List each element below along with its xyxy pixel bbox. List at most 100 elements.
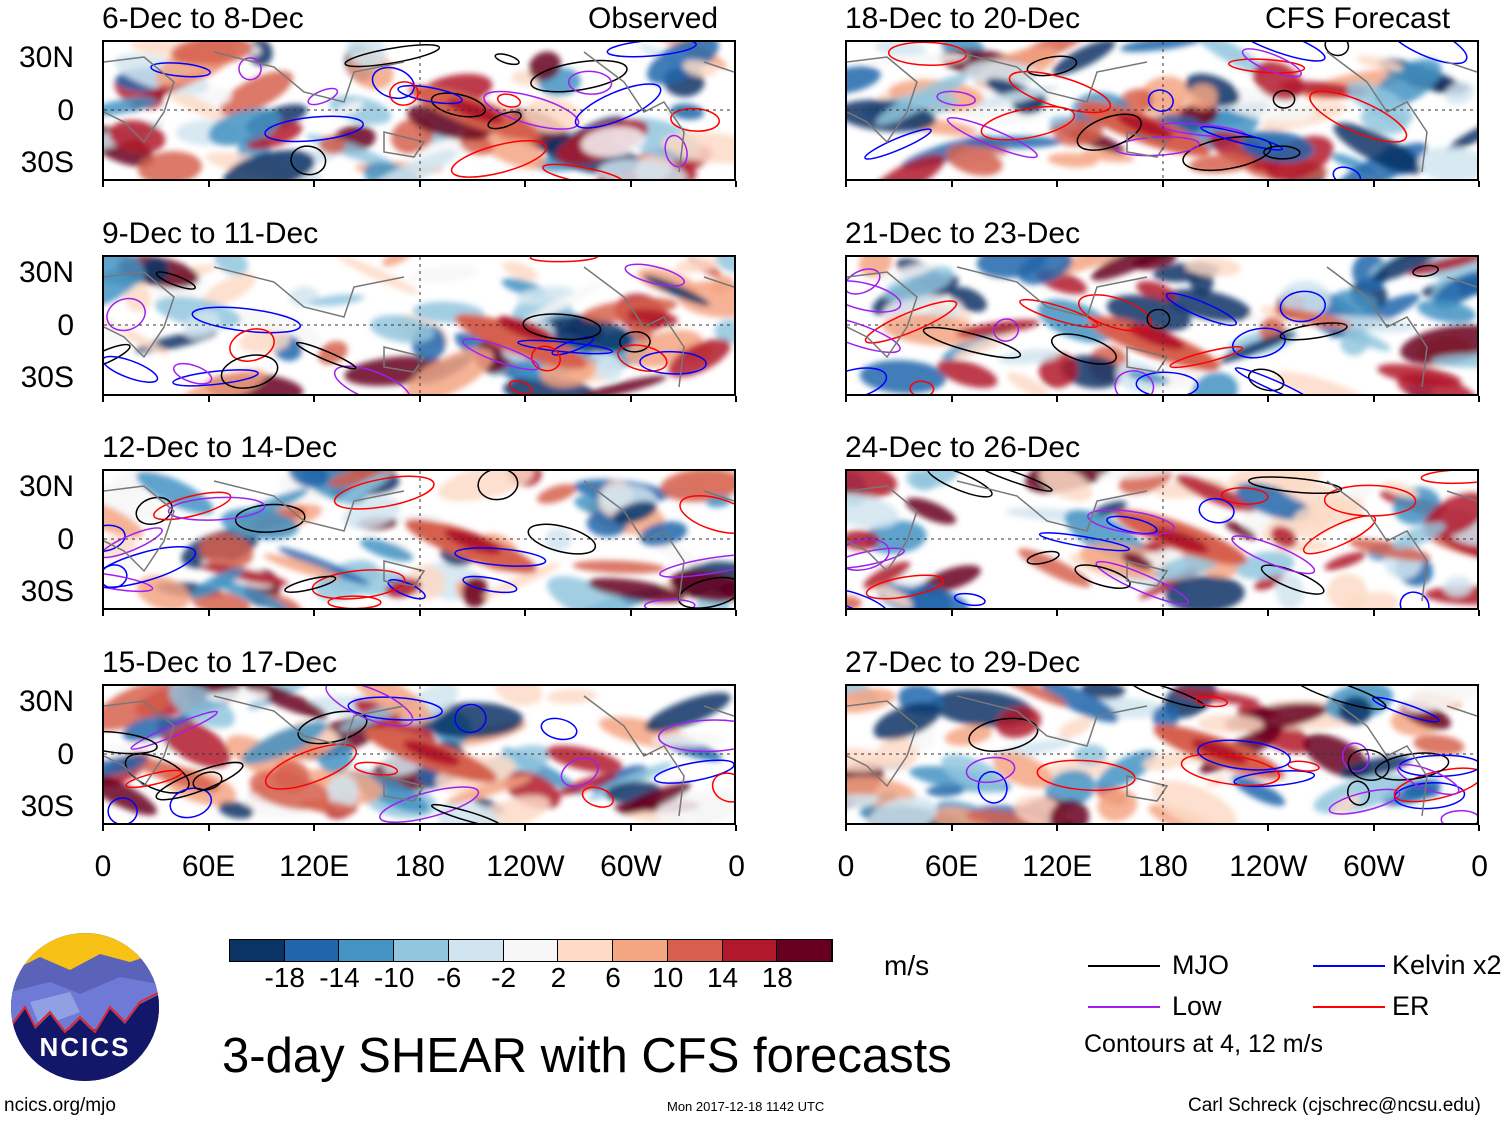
legend-low-label: Low [1172,991,1222,1021]
map-panel-left-4 [102,684,736,825]
coastlines [104,51,734,173]
lon-tick [524,396,526,402]
lon-tick [1267,181,1269,187]
lon-tick [1372,610,1375,616]
lon-tick [313,181,315,187]
lon-tick [1161,610,1164,616]
lon-tick [950,825,953,831]
lon-tick [207,825,210,831]
lon-tick [207,610,210,616]
colorbar-label: 18 [761,962,793,993]
lon-tick [950,610,953,616]
panel-title: 21-Dec to 23-Dec [845,217,1081,250]
lat-label: 0 [57,309,74,342]
lat-label: 30S [20,790,74,823]
map-panel-left-3 [102,469,736,610]
map-panel-right-1 [845,40,1479,181]
lon-tick [845,610,847,616]
coastlines [104,266,734,388]
colorbar-frame [229,939,833,962]
wave-contours [847,471,1477,608]
footer-url[interactable]: ncics.org/mjo [4,1095,116,1116]
map-panel-right-4 [845,684,1479,825]
map-panel-right-2 [845,255,1479,396]
panel-title: 27-Dec to 29-Dec [845,646,1081,679]
coastlines [847,51,1477,173]
lon-tick [1372,825,1375,831]
lon-tick [102,396,104,402]
lon-tick [207,396,210,402]
lon-tick [1056,396,1058,402]
lon-tick [845,396,847,402]
coastlines [847,695,1477,817]
lon-tick [102,181,104,187]
lat-label: 30S [20,146,74,179]
colorbar-swatch [284,940,340,961]
colorbar-units: m/s [884,950,930,981]
lon-tick [418,396,421,402]
lon-tick [102,610,104,616]
lon-tick [102,825,104,831]
lon-tick [1161,396,1164,402]
lon-tick [1161,181,1164,187]
colorbar-label: 10 [652,962,684,993]
lon-tick [313,825,315,831]
lon-label: 120E [1022,850,1093,883]
lon-label: 180 [394,850,445,883]
lat-label: 0 [57,523,74,556]
lon-tick [629,181,632,187]
colorbar-swatch [777,940,832,961]
lat-label: 0 [57,94,74,127]
coastlines [104,480,734,602]
panel-title: 9-Dec to 11-Dec [102,217,319,250]
lat-label: 0 [57,738,74,771]
lon-tick [313,610,315,616]
lon-tick [418,181,421,187]
lon-tick [1056,610,1058,616]
colorbar-label: -18 [264,962,305,993]
lon-tick [950,396,953,402]
wave-contours [847,264,1439,394]
lon-tick [1478,825,1480,831]
ncics-logo: NCICS [10,932,160,1087]
lat-label: 30S [20,575,74,608]
figure-title: 3-day SHEAR with CFS forecasts [222,1029,952,1083]
colorbar-swatch [503,940,559,961]
colorbar-swatch [667,940,723,961]
wave-contours [104,471,734,608]
legend-low-line [1088,1006,1160,1008]
lat-label: 30N [18,41,74,74]
lon-tick [524,181,526,187]
lon-tick [418,610,421,616]
legend-er-line [1313,1006,1385,1008]
lat-label: 30N [18,256,74,289]
lon-label: 0 [94,850,112,883]
panel-title: 12-Dec to 14-Dec [102,431,338,464]
colorbar-swatch [613,940,668,961]
shear-shading [104,471,734,608]
legend-er-label: ER [1392,991,1430,1021]
lon-tick [735,396,737,402]
lon-tick [524,825,526,831]
lon-tick [1372,396,1375,402]
lon-tick [1478,396,1480,402]
lon-tick [1056,181,1058,187]
lon-tick [1056,825,1058,831]
shear-shading [847,686,1477,823]
lon-label: 0 [728,850,745,883]
map-panel-left-1 [102,40,736,181]
lon-label: 0 [837,850,855,883]
panel-title: 6-Dec to 8-Dec [102,2,304,35]
coastlines [847,480,1477,602]
lon-tick [629,825,632,831]
colorbar-swatch [394,940,449,961]
lon-tick [1478,181,1480,187]
lon-tick [524,610,526,616]
lon-tick [950,181,953,187]
lon-tick [1267,610,1269,616]
lon-label: 180 [1137,850,1188,883]
colorbar-swatch [448,940,504,961]
lon-tick [1372,181,1375,187]
lon-label: 120E [279,850,350,883]
panel-title: 15-Dec to 17-Dec [102,646,338,679]
